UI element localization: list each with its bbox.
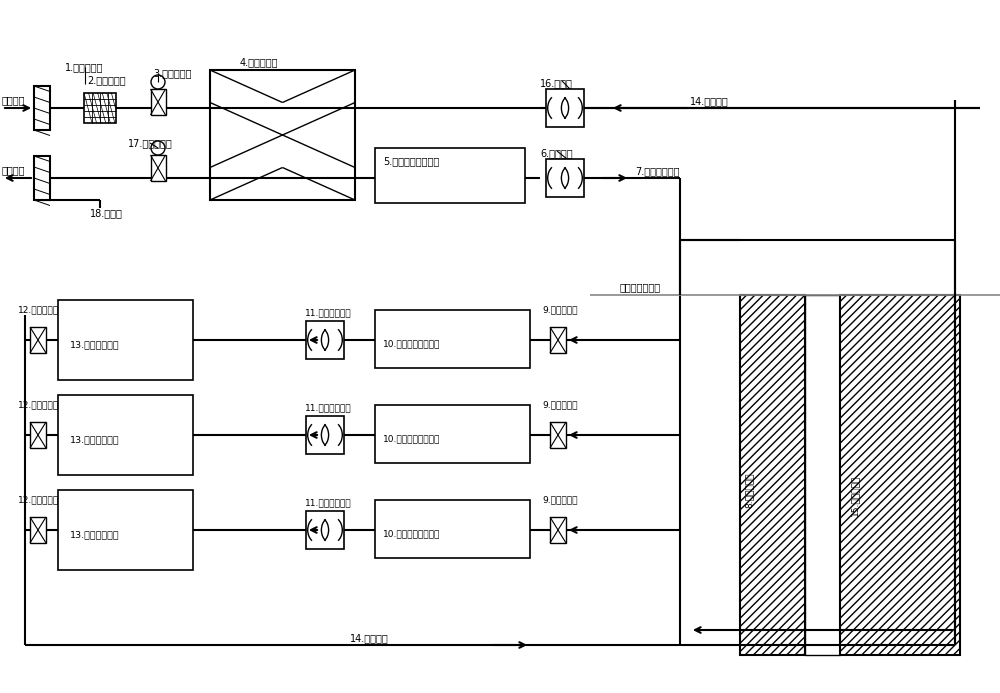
Text: 13.地下温泉棚室: 13.地下温泉棚室	[70, 340, 120, 349]
Text: 4.能量回收器: 4.能量回收器	[240, 57, 278, 67]
Text: 18.排风口: 18.排风口	[90, 208, 123, 218]
Bar	[34, 156, 50, 200]
Text: 1.新风进风口: 1.新风进风口	[65, 62, 104, 72]
Bar	[306, 321, 344, 359]
Bar	[375, 310, 530, 368]
Bar	[740, 295, 805, 655]
Bar	[58, 490, 193, 570]
Text: 9.风量调节阀: 9.风量调节阀	[542, 495, 578, 504]
Bar	[210, 70, 355, 200]
Text: 10.二级热泵除湿机组: 10.二级热泵除湿机组	[383, 435, 440, 444]
Text: 地上地下分界线: 地上地下分界线	[620, 282, 661, 292]
Text: 2.空气过滤器: 2.空气过滤器	[87, 75, 126, 85]
Bar	[150, 89, 166, 115]
Bar	[840, 295, 960, 655]
Bar	[546, 159, 584, 197]
Bar	[306, 511, 344, 549]
Text: 8.矿井送风道: 8.矿井送风道	[745, 472, 754, 508]
Bar	[375, 148, 525, 203]
Text: 7.新风输送管道: 7.新风输送管道	[635, 166, 680, 176]
Bar	[550, 327, 566, 353]
Bar	[375, 500, 530, 558]
Text: 5.一级热泵除湿机组: 5.一级热泵除湿机组	[383, 156, 439, 166]
Text: 11.温泉区送风机: 11.温泉区送风机	[305, 498, 352, 507]
Bar	[805, 295, 840, 655]
Bar	[30, 517, 46, 543]
Text: 12.风量调节阀: 12.风量调节阀	[18, 305, 59, 314]
Text: 11.温泉区送风机: 11.温泉区送风机	[305, 403, 352, 412]
Text: 12.风量调节阀: 12.风量调节阀	[18, 400, 59, 409]
Text: 14.排风管道: 14.排风管道	[350, 633, 389, 643]
Bar	[546, 89, 584, 127]
Bar	[30, 422, 46, 448]
Text: 9.风量调节阀: 9.风量调节阀	[542, 400, 578, 409]
Bar	[150, 155, 166, 181]
Text: 10.二级热泵除湿机组: 10.二级热泵除湿机组	[383, 340, 440, 349]
Text: 16.排风机: 16.排风机	[540, 78, 573, 88]
Text: 9.风量调节阀: 9.风量调节阀	[542, 305, 578, 314]
Bar	[550, 422, 566, 448]
Bar	[550, 517, 566, 543]
Text: 13.地下温泉棚室: 13.地下温泉棚室	[70, 435, 120, 444]
Bar	[34, 86, 50, 130]
Text: 3.新风电动阀: 3.新风电动阀	[153, 68, 192, 78]
Text: 6.总送风机: 6.总送风机	[540, 148, 573, 158]
Bar	[306, 416, 344, 454]
Text: 13.地下温泉棚室: 13.地下温泉棚室	[70, 531, 120, 539]
Text: 11.温泉区送风机: 11.温泉区送风机	[305, 308, 352, 317]
Text: 14.排风管道: 14.排风管道	[690, 96, 729, 106]
Bar	[58, 395, 193, 475]
Text: 15.矿井排风道: 15.矿井排风道	[850, 475, 859, 516]
Bar	[375, 405, 530, 463]
Text: 污浊空气: 污浊空气	[2, 165, 26, 175]
Bar	[84, 93, 116, 123]
Text: 新鲜空气: 新鲜空气	[2, 95, 26, 105]
Bar	[30, 327, 46, 353]
Text: 10.二级热泵除湿机组: 10.二级热泵除湿机组	[383, 529, 440, 538]
Text: 17.排风电动阀: 17.排风电动阀	[128, 138, 173, 148]
Bar	[58, 300, 193, 380]
Text: 12.风量调节阀: 12.风量调节阀	[18, 495, 59, 504]
